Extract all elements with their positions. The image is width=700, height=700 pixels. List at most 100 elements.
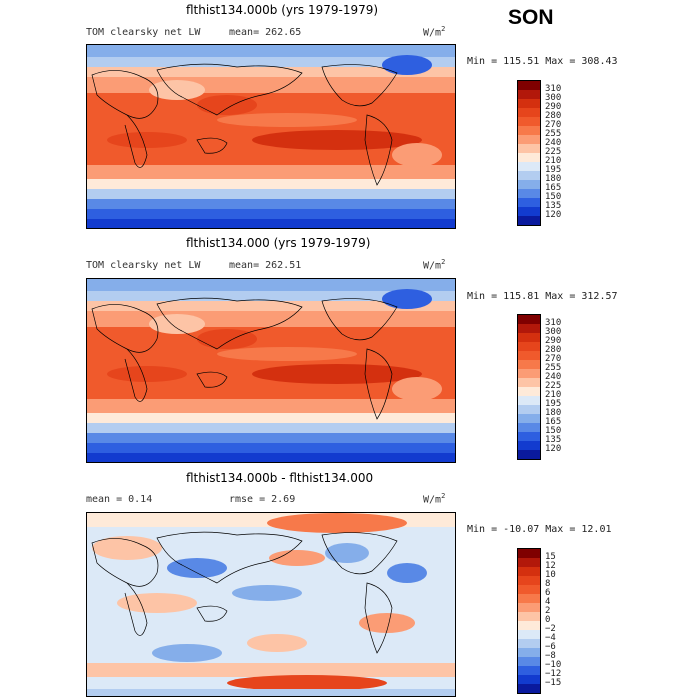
colorbar-tick-label: 195 bbox=[545, 164, 562, 175]
colorbar-swatch bbox=[518, 126, 540, 135]
colorbar-swatch bbox=[518, 117, 540, 126]
colorbar-tick-label: 240 bbox=[545, 371, 562, 382]
colorbar-swatch bbox=[518, 171, 540, 180]
colorbar-tick-label: 120 bbox=[545, 443, 562, 454]
colorbar-tick-label: 195 bbox=[545, 398, 562, 409]
panel-1-map-svg bbox=[87, 45, 455, 228]
colorbar-tick-label: 2 bbox=[545, 605, 551, 616]
colorbar-tick-label: 150 bbox=[545, 425, 562, 436]
panel-2-units: W/m2 bbox=[423, 258, 445, 271]
colorbar-tick-label: 255 bbox=[545, 128, 562, 139]
panel-3-map-svg bbox=[87, 513, 455, 696]
colorbar-swatch bbox=[518, 180, 540, 189]
colorbar-swatch bbox=[518, 207, 540, 216]
colorbar-tick-label: −4 bbox=[545, 632, 556, 643]
colorbar-swatch bbox=[518, 675, 540, 684]
panel-2-map-svg bbox=[87, 279, 455, 462]
colorbar-tick-label: 290 bbox=[545, 101, 562, 112]
colorbar-swatch bbox=[518, 612, 540, 621]
units-text: W/m bbox=[423, 27, 442, 39]
panel-3-coastlines bbox=[91, 531, 398, 654]
colorbar-tick-label: 225 bbox=[545, 146, 562, 157]
panel-2-min-max: Min = 115.81 Max = 312.57 bbox=[467, 291, 618, 302]
colorbar-swatch bbox=[518, 144, 540, 153]
colorbar-tick-label: 270 bbox=[545, 353, 562, 364]
colorbar-tick-label: −6 bbox=[545, 641, 556, 652]
colorbar-tick-label: 135 bbox=[545, 434, 562, 445]
colorbar-swatch bbox=[518, 216, 540, 225]
colorbar-swatch bbox=[518, 432, 540, 441]
colorbar-swatch bbox=[518, 360, 540, 369]
units-text: W/m bbox=[423, 260, 442, 272]
colorbar-tick-label: 12 bbox=[545, 560, 556, 571]
colorbar-tick-label: 270 bbox=[545, 119, 562, 130]
colorbar-swatch bbox=[518, 387, 540, 396]
colorbar-tick-label: 290 bbox=[545, 335, 562, 346]
colorbar-swatch bbox=[518, 576, 540, 585]
panel-3-title: flthist134.000b - flthist134.000 bbox=[186, 471, 374, 485]
colorbar-swatch bbox=[518, 603, 540, 612]
colorbar-swatch bbox=[518, 549, 540, 558]
colorbar-swatch bbox=[518, 441, 540, 450]
colorbar-swatch bbox=[518, 315, 540, 324]
colorbar-tick-label: −8 bbox=[545, 650, 556, 661]
colorbar-tick-label: 255 bbox=[545, 362, 562, 373]
colorbar-tick-label: −10 bbox=[545, 659, 562, 670]
colorbar-swatch bbox=[518, 162, 540, 171]
colorbar-tick-label: 300 bbox=[545, 92, 562, 103]
colorbar-swatch bbox=[518, 198, 540, 207]
colorbar-swatch bbox=[518, 351, 540, 360]
colorbar-swatch bbox=[518, 333, 540, 342]
colorbar-tick-label: 225 bbox=[545, 380, 562, 391]
colorbar-swatch bbox=[518, 378, 540, 387]
units-text: W/m bbox=[423, 494, 442, 506]
panel-1-map bbox=[86, 44, 456, 229]
colorbar-swatch bbox=[518, 324, 540, 333]
panel-3-units: W/m2 bbox=[423, 492, 445, 505]
panel-1-left-label: TOM clearsky net LW bbox=[86, 27, 201, 38]
colorbar-tick-label: 310 bbox=[545, 83, 562, 94]
units-exponent: 2 bbox=[441, 25, 446, 33]
panel-1-units: W/m2 bbox=[423, 25, 445, 38]
panel-2-colorbar bbox=[517, 314, 541, 460]
panel-2-title: flthist134.000 (yrs 1979-1979) bbox=[186, 236, 371, 250]
colorbar-swatch bbox=[518, 81, 540, 90]
panel-1-field bbox=[87, 45, 455, 228]
colorbar-swatch bbox=[518, 189, 540, 198]
colorbar-tick-label: 280 bbox=[545, 110, 562, 121]
colorbar-tick-label: 240 bbox=[545, 137, 562, 148]
colorbar-tick-label: 300 bbox=[545, 326, 562, 337]
panel-2-map bbox=[86, 278, 456, 463]
colorbar-swatch bbox=[518, 558, 540, 567]
colorbar-swatch bbox=[518, 621, 540, 630]
colorbar-tick-label: 135 bbox=[545, 200, 562, 211]
panel-3-colorbar bbox=[517, 548, 541, 694]
colorbar-tick-label: 210 bbox=[545, 155, 562, 166]
panel-2-coastlines bbox=[91, 297, 398, 420]
colorbar-swatch bbox=[518, 90, 540, 99]
colorbar-tick-label: 10 bbox=[545, 569, 556, 580]
season-label: SON bbox=[508, 6, 554, 29]
colorbar-tick-label: 280 bbox=[545, 344, 562, 355]
colorbar-tick-label: 165 bbox=[545, 182, 562, 193]
colorbar-tick-label: 180 bbox=[545, 407, 562, 418]
colorbar-swatch bbox=[518, 630, 540, 639]
colorbar-swatch bbox=[518, 666, 540, 675]
colorbar-swatch bbox=[518, 135, 540, 144]
colorbar-swatch bbox=[518, 423, 540, 432]
colorbar-swatch bbox=[518, 639, 540, 648]
colorbar-tick-label: −2 bbox=[545, 623, 556, 634]
colorbar-swatch bbox=[518, 450, 540, 459]
colorbar-swatch bbox=[518, 405, 540, 414]
colorbar-swatch bbox=[518, 99, 540, 108]
colorbar-swatch bbox=[518, 153, 540, 162]
colorbar-tick-label: 4 bbox=[545, 596, 551, 607]
colorbar-swatch bbox=[518, 369, 540, 378]
colorbar-tick-label: 6 bbox=[545, 587, 551, 598]
colorbar-swatch bbox=[518, 585, 540, 594]
panel-3-field bbox=[87, 513, 455, 696]
colorbar-swatch bbox=[518, 648, 540, 657]
panel-3-min-max: Min = -10.07 Max = 12.01 bbox=[467, 524, 612, 535]
colorbar-tick-label: 165 bbox=[545, 416, 562, 427]
panel-1-colorbar bbox=[517, 80, 541, 226]
